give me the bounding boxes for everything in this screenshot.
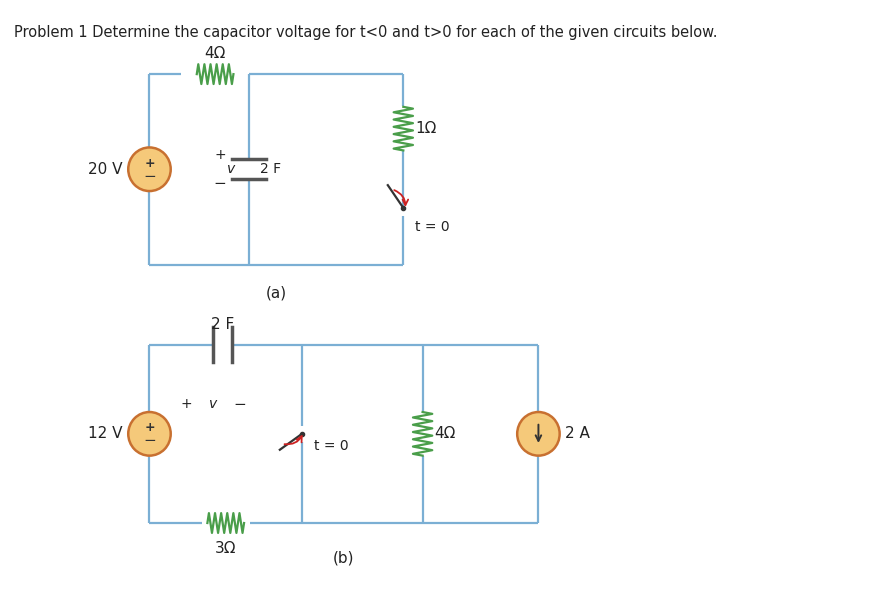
Text: v: v	[209, 397, 217, 411]
Text: Problem 1 Determine the capacitor voltage for t<0 and t>0 for each of the given : Problem 1 Determine the capacitor voltag…	[14, 25, 717, 40]
Text: t = 0: t = 0	[313, 439, 348, 453]
Text: −: −	[214, 176, 226, 191]
Text: 3Ω: 3Ω	[214, 541, 237, 556]
Text: −: −	[143, 433, 156, 448]
Text: +: +	[144, 157, 155, 170]
Text: +: +	[144, 421, 155, 435]
Text: 12 V: 12 V	[88, 426, 122, 441]
Text: −: −	[143, 169, 156, 184]
Text: 20 V: 20 V	[88, 162, 122, 177]
Text: (b): (b)	[332, 550, 354, 566]
Text: t = 0: t = 0	[415, 220, 449, 234]
Text: +: +	[214, 148, 226, 162]
Text: 2 F: 2 F	[211, 317, 234, 332]
Text: +: +	[180, 397, 191, 411]
Circle shape	[517, 412, 559, 455]
Text: 4Ω: 4Ω	[204, 47, 226, 61]
Text: v: v	[227, 162, 236, 177]
Text: 1Ω: 1Ω	[415, 121, 436, 136]
Text: 2 A: 2 A	[564, 426, 590, 441]
Text: −: −	[234, 397, 246, 411]
Text: 4Ω: 4Ω	[434, 426, 455, 441]
Circle shape	[128, 148, 170, 191]
Text: 2 F: 2 F	[260, 162, 281, 177]
Text: (a): (a)	[265, 285, 286, 300]
Circle shape	[128, 412, 170, 455]
